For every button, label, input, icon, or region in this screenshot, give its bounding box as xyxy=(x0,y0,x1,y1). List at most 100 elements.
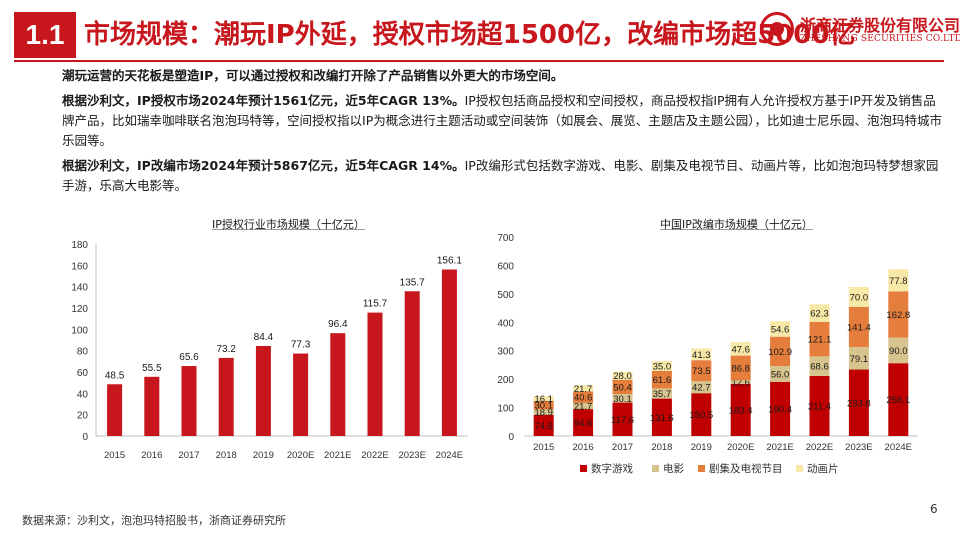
x-tick-label: 2019 xyxy=(253,450,274,461)
data-label: 70.0 xyxy=(850,292,869,303)
stacked-bar-segment xyxy=(848,369,869,436)
y-tick-label: 0 xyxy=(508,432,514,443)
paragraph-1-lead: 潮玩运营的天花板是塑造IP，可以通过授权和改编打开除了产品销售以外更大的市场空间… xyxy=(62,68,564,83)
data-label: 68.6 xyxy=(810,362,829,373)
x-tick-label: 2020E xyxy=(727,442,754,453)
stacked-bar-segment xyxy=(533,400,554,410)
data-label: 18.9 xyxy=(534,408,553,419)
data-label: 56.0 xyxy=(771,369,790,380)
stacked-bar-segment xyxy=(770,321,791,337)
paragraph-3-lead: 根据沙利文，IP改编市场2024年预计5867亿元，近5年CAGR 14%。 xyxy=(62,158,465,173)
company-logo: 浙商证券股份有限公司 ZHESHANG SECURITIES CO.LTD xyxy=(760,10,960,50)
x-tick-label: 2015 xyxy=(533,442,554,453)
paragraph-2: 根据沙利文，IP授权市场2024年预计1561亿元，近5年CAGR 13%。IP… xyxy=(62,91,942,151)
bar xyxy=(144,376,160,436)
y-tick-label: 160 xyxy=(71,261,88,272)
paragraph-3: 根据沙利文，IP改编市场2024年预计5867亿元，近5年CAGR 14%。IP… xyxy=(62,156,942,196)
data-label: 77.3 xyxy=(291,340,311,351)
stacked-bar-segment xyxy=(573,391,594,403)
stacked-bar-segment xyxy=(888,337,909,364)
y-tick-label: 500 xyxy=(497,290,514,301)
x-tick-label: 2021E xyxy=(324,450,351,461)
x-tick-label: 2016 xyxy=(573,442,594,453)
data-label: 62.3 xyxy=(810,309,829,320)
legend-label: 电影 xyxy=(663,462,684,475)
bar xyxy=(441,269,457,436)
data-label: 256.1 xyxy=(886,395,910,406)
data-source: 数据来源：沙利文，泡泡玛特招股书，浙商证券研究所 xyxy=(22,514,286,527)
stacked-bar-segment xyxy=(573,402,594,410)
data-label: 156.1 xyxy=(437,255,462,266)
x-tick-label: 2018 xyxy=(651,442,672,453)
stacked-bar-segment xyxy=(809,304,830,322)
data-label: 90.0 xyxy=(889,346,908,357)
data-label: 35.0 xyxy=(653,361,672,372)
bar xyxy=(404,291,420,436)
data-label: 48.5 xyxy=(105,370,125,381)
stacked-bar-segment xyxy=(533,409,554,415)
data-label: 131.6 xyxy=(650,413,674,424)
y-tick-label: 120 xyxy=(71,304,88,315)
stacked-bar-segment xyxy=(770,336,791,366)
stacked-bar-segment xyxy=(848,286,869,307)
y-tick-label: 200 xyxy=(497,375,514,386)
data-label: 54.6 xyxy=(771,324,790,335)
stacked-bar-segment xyxy=(612,379,633,395)
data-label: 117.6 xyxy=(611,415,634,426)
data-label: 55.5 xyxy=(142,363,162,374)
x-tick-label: 2022E xyxy=(361,450,388,461)
bar xyxy=(181,366,197,436)
y-tick-label: 180 xyxy=(71,240,88,251)
stacked-bar-segment xyxy=(809,321,830,357)
data-label: 40.6 xyxy=(574,393,593,404)
data-label: 162.8 xyxy=(886,310,910,321)
page-title: 市场规模：潮玩IP外延，授权市场超1500亿，改编市场超5000亿 xyxy=(84,20,856,50)
x-tick-label: 2023E xyxy=(845,442,872,453)
stacked-bar-segment xyxy=(691,393,712,436)
x-tick-label: 2020E xyxy=(287,450,314,461)
bar xyxy=(293,353,309,436)
legend-swatch xyxy=(698,465,705,472)
data-label: 42.7 xyxy=(692,383,711,394)
stacked-bar-segment xyxy=(730,342,751,356)
body-text: 潮玩运营的天花板是塑造IP，可以通过授权和改编打开除了产品销售以外更大的市场空间… xyxy=(62,66,942,201)
x-tick-label: 2021E xyxy=(766,442,793,453)
stacked-bar-segment xyxy=(573,409,594,436)
x-tick-label: 2017 xyxy=(178,450,199,461)
data-label: 211.4 xyxy=(808,401,831,412)
stacked-bar-segment xyxy=(770,381,791,436)
y-tick-label: 600 xyxy=(497,261,514,272)
y-tick-label: 700 xyxy=(497,233,514,244)
data-label: 84.4 xyxy=(254,332,274,343)
stacked-bar-segment xyxy=(888,269,909,292)
bar xyxy=(367,312,383,436)
data-label: 28.0 xyxy=(613,371,632,382)
stacked-bar-segment xyxy=(612,394,633,403)
data-label: 73.2 xyxy=(216,344,236,355)
y-tick-label: 100 xyxy=(497,404,514,415)
stacked-bar-segment xyxy=(770,365,791,382)
data-label: 150.5 xyxy=(689,410,713,421)
data-label: 233.8 xyxy=(847,398,871,409)
data-label: 96.4 xyxy=(328,319,348,330)
x-tick-label: 2018 xyxy=(216,450,237,461)
stacked-bar-segment xyxy=(888,291,909,338)
paragraph-2-lead: 根据沙利文，IP授权市场2024年预计1561亿元，近5年CAGR 13%。 xyxy=(62,93,465,108)
stacked-bar-segment xyxy=(651,370,672,389)
data-label: 74.6 xyxy=(534,421,553,432)
stacked-bar-segment xyxy=(573,385,594,392)
paragraph-1: 潮玩运营的天花板是塑造IP，可以通过授权和改编打开除了产品销售以外更大的市场空间… xyxy=(62,66,942,86)
data-label: 65.6 xyxy=(179,352,199,363)
y-tick-label: 20 xyxy=(77,411,89,422)
legend-label: 数字游戏 xyxy=(591,462,633,475)
data-label: 141.4 xyxy=(847,322,871,333)
page-number: 6 xyxy=(930,502,938,516)
data-label: 41.3 xyxy=(692,350,711,361)
data-label: 183.4 xyxy=(729,405,753,416)
stacked-bar-segment xyxy=(651,388,672,399)
section-badge: 1.1 xyxy=(14,12,76,58)
x-tick-label: 2016 xyxy=(141,450,162,461)
stacked-bar-segment xyxy=(612,402,633,436)
data-label: 102.9 xyxy=(768,347,792,358)
